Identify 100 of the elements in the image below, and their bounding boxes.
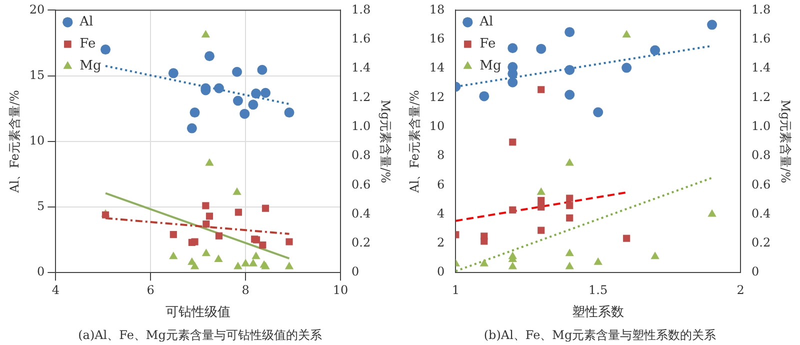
- point: [284, 262, 294, 270]
- y2-tick-label: 0.8: [752, 148, 771, 162]
- point: [564, 90, 575, 100]
- legend-label: Fe: [480, 36, 496, 52]
- point: [650, 45, 660, 56]
- point: [232, 66, 242, 77]
- x-tick-label: 4: [52, 282, 60, 297]
- x-tick-label: 1: [452, 282, 460, 297]
- x-axis-title: 可钻性级值: [166, 305, 231, 320]
- point: [509, 206, 516, 214]
- legend-label: Mg: [480, 58, 502, 74]
- x-tick-label: 10: [332, 282, 348, 297]
- y2-tick-label: 0: [752, 264, 760, 279]
- point: [214, 254, 223, 262]
- point: [564, 64, 575, 75]
- point: [262, 204, 270, 212]
- point: [202, 248, 210, 256]
- legend-label: Fe: [80, 36, 96, 52]
- point: [566, 194, 574, 202]
- point: [284, 108, 294, 118]
- point: [260, 88, 271, 98]
- point: [240, 108, 250, 119]
- point: [593, 107, 604, 118]
- point: [252, 252, 260, 260]
- point: [480, 258, 488, 266]
- point: [169, 252, 178, 260]
- point: [201, 30, 210, 38]
- x-tick-label: 2: [736, 282, 744, 297]
- point: [565, 248, 574, 256]
- point: [232, 96, 243, 106]
- y2-tick-label: 0: [352, 264, 360, 279]
- point: [214, 83, 224, 94]
- point: [191, 238, 198, 246]
- point: [480, 238, 488, 245]
- y2-tick-label: 0.2: [352, 236, 371, 250]
- y2-tick-label: 0.4: [352, 206, 371, 220]
- y-tick-label: 10: [29, 134, 45, 148]
- y-tick-label: 16: [429, 31, 445, 46]
- y2-tick-label: 0.6: [352, 177, 371, 192]
- x-tick-label: 6: [146, 282, 154, 297]
- y-tick-label: 14: [429, 60, 446, 75]
- y-tick-label: 0: [437, 264, 445, 279]
- y2-tick-label: 1.6: [752, 31, 771, 46]
- x-tick-label: 1.5: [588, 282, 608, 297]
- y2-tick-label: 0.8: [352, 148, 371, 162]
- y-tick-label: 5: [37, 199, 45, 214]
- y-tick-label: 20: [29, 2, 45, 16]
- y2-tick-label: 1.4: [352, 60, 371, 75]
- y-tick-label: 10: [429, 118, 445, 133]
- point: [536, 44, 546, 54]
- y-tick-label: 0: [37, 264, 45, 279]
- point: [566, 214, 574, 222]
- y2-axis-title: Mg元素含量/%: [778, 100, 793, 184]
- point: [564, 27, 575, 38]
- point: [205, 158, 214, 166]
- y2-tick-label: 1.2: [352, 90, 371, 104]
- point: [259, 242, 266, 249]
- point: [566, 202, 574, 210]
- y2-tick-label: 0.4: [752, 206, 771, 220]
- y-axis-title: Al、Fe元素含量/%: [407, 90, 422, 194]
- point: [708, 209, 716, 217]
- y2-tick-label: 1.0: [752, 118, 771, 133]
- y-tick-label: 6: [437, 177, 445, 192]
- point: [234, 208, 242, 216]
- y2-tick-label: 0.6: [752, 177, 771, 192]
- point: [538, 86, 545, 94]
- y2-tick-label: 1.6: [352, 31, 371, 46]
- y2-tick-label: 1.8: [352, 2, 371, 16]
- legend-label: Al: [478, 14, 494, 30]
- point: [248, 258, 258, 266]
- point: [508, 77, 518, 88]
- point: [100, 44, 111, 55]
- point: [508, 68, 518, 79]
- text: (b)Al、Fe、Mg元素含量与塑性系数的关系: [484, 328, 716, 342]
- point: [536, 187, 546, 195]
- point: [186, 123, 197, 134]
- point: [622, 30, 631, 38]
- point: [594, 257, 602, 265]
- point: [190, 108, 200, 118]
- point: [204, 51, 214, 62]
- point: [538, 226, 545, 234]
- point: [202, 220, 210, 228]
- y-tick-label: 8: [437, 148, 445, 162]
- point: [479, 91, 490, 102]
- y-tick-label: 15: [29, 68, 45, 82]
- y2-tick-label: 1.2: [752, 90, 771, 104]
- point: [190, 262, 200, 270]
- point: [251, 88, 262, 99]
- point: [257, 64, 268, 75]
- y2-axis-title: Mg元素含量/%: [378, 100, 393, 184]
- point: [565, 158, 574, 166]
- point: [707, 20, 718, 30]
- point: [508, 43, 518, 54]
- x-axis-title: 塑性系数: [572, 304, 624, 320]
- point: [170, 231, 177, 238]
- legend-label: Mg: [80, 58, 102, 74]
- x-tick-label: 8: [242, 282, 250, 297]
- point: [234, 262, 242, 270]
- y2-tick-label: 1.8: [752, 2, 771, 16]
- point: [248, 100, 258, 110]
